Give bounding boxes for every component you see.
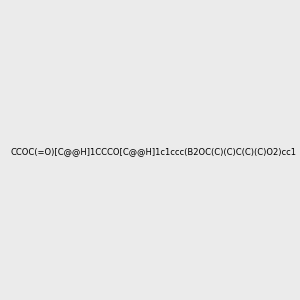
- Text: CCOC(=O)[C@@H]1CCCO[C@@H]1c1ccc(B2OC(C)(C)C(C)(C)O2)cc1: CCOC(=O)[C@@H]1CCCO[C@@H]1c1ccc(B2OC(C)(…: [11, 147, 297, 156]
